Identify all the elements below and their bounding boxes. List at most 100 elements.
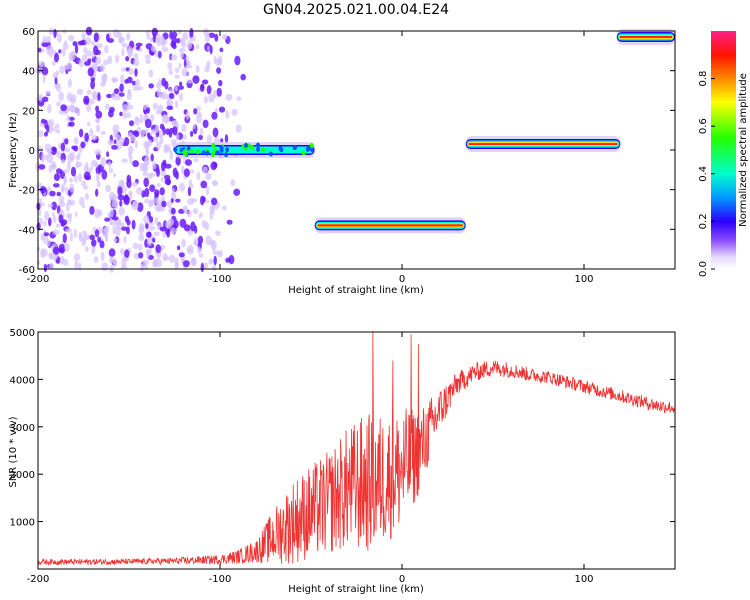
noise-speckle (38, 197, 42, 204)
noise-speckle (176, 245, 181, 251)
band-blob (173, 147, 178, 152)
noise-speckle (138, 233, 145, 242)
noise-speckle (190, 198, 198, 203)
noise-speckle (145, 43, 153, 50)
noise-speckle (84, 192, 89, 200)
noise-speckle (132, 160, 140, 168)
noise-speckle (40, 186, 47, 194)
noise-speckle (144, 187, 150, 198)
noise-speckle (47, 104, 52, 114)
noise-speckle (145, 59, 151, 65)
noise-speckle (74, 211, 78, 217)
noise-speckle (127, 48, 134, 57)
colorbar-tick-label: 0.2 (698, 213, 709, 229)
noise-speckle (146, 132, 151, 138)
noise-speckle (58, 49, 62, 54)
noise-speckle (126, 226, 130, 235)
snr-series-line (37, 331, 676, 567)
noise-speckle (94, 66, 99, 72)
noise-speckle (53, 28, 57, 39)
noise-speckle (142, 104, 147, 110)
noise-speckle (38, 209, 42, 217)
noise-speckle (79, 196, 85, 206)
noise-speckle (89, 205, 95, 215)
noise-speckle (108, 110, 114, 118)
noise-speckle (91, 245, 96, 255)
noise-speckle (95, 124, 101, 133)
noise-speckle (46, 239, 51, 247)
noise-speckle (171, 120, 179, 127)
noise-speckle (170, 207, 176, 215)
noise-speckle (119, 200, 123, 207)
noise-speckle (148, 226, 156, 231)
noise-speckle (59, 65, 65, 75)
noise-speckle (172, 167, 178, 178)
noise-speckle (45, 90, 51, 96)
noise-speckle (209, 210, 214, 220)
colorbar-tick-label: 0.4 (698, 166, 709, 182)
noise-speckle (64, 138, 69, 145)
noise-speckle (193, 108, 198, 115)
noise-speckle (51, 164, 56, 170)
noise-speckle (100, 157, 107, 167)
noise-speckle (68, 35, 75, 42)
noise-speckle (112, 129, 119, 139)
noise-speckle (93, 256, 99, 263)
noise-speckle (38, 164, 46, 170)
noise-speckle (189, 27, 194, 38)
noise-speckle (148, 221, 154, 226)
noise-speckle (40, 233, 44, 241)
noise-speckle (60, 142, 66, 152)
y-tick-label: 5000 (10, 328, 35, 339)
noise-speckle (113, 139, 117, 144)
noise-speckle (156, 202, 161, 212)
noise-speckle (186, 55, 189, 66)
noise-speckle (192, 208, 199, 215)
noise-speckle (107, 55, 113, 65)
noise-speckle (235, 124, 242, 133)
noise-speckle (132, 242, 139, 250)
noise-speckle (213, 55, 217, 64)
noise-speckle (121, 42, 128, 48)
noise-speckle (87, 67, 95, 77)
noise-speckle (65, 228, 72, 233)
noise-speckle (206, 185, 210, 196)
noise-speckle (147, 237, 152, 247)
noise-speckle (199, 83, 205, 92)
noise-speckle (231, 108, 238, 116)
noise-speckle (107, 212, 112, 219)
noise-speckle (175, 156, 181, 166)
noise-speckle (172, 125, 178, 136)
noise-speckle (100, 251, 105, 262)
noise-speckle (155, 244, 161, 254)
noise-speckle (62, 233, 67, 244)
noise-speckle (44, 211, 50, 221)
snr-y-ticks: 5000 4000 3000 2000 1000 (10, 328, 675, 529)
noise-speckle (97, 236, 101, 243)
noise-speckle (41, 66, 49, 76)
noise-speckle (86, 103, 92, 113)
noise-speckle (196, 171, 201, 181)
noise-speckle (171, 187, 175, 195)
noise-speckle (126, 112, 131, 118)
noise-speckle (107, 161, 111, 166)
noise-speckle (89, 166, 94, 171)
noise-speckle (143, 140, 150, 148)
noise-speckle (78, 59, 84, 67)
noise-speckle (108, 168, 114, 173)
noise-speckle (60, 104, 67, 112)
band-blob (310, 147, 314, 153)
noise-speckle (178, 252, 185, 258)
noise-speckle (122, 112, 127, 120)
noise-speckle (123, 235, 127, 244)
noise-speckle (159, 35, 165, 46)
noise-speckle (67, 78, 72, 88)
noise-speckle (181, 238, 186, 248)
noise-speckle (142, 264, 148, 270)
noise-speckle (119, 111, 123, 117)
noise-speckle (118, 92, 125, 97)
noise-speckle (148, 69, 154, 78)
noise-speckle (181, 68, 189, 77)
noise-speckle (206, 60, 211, 69)
noise-speckle (60, 220, 66, 227)
